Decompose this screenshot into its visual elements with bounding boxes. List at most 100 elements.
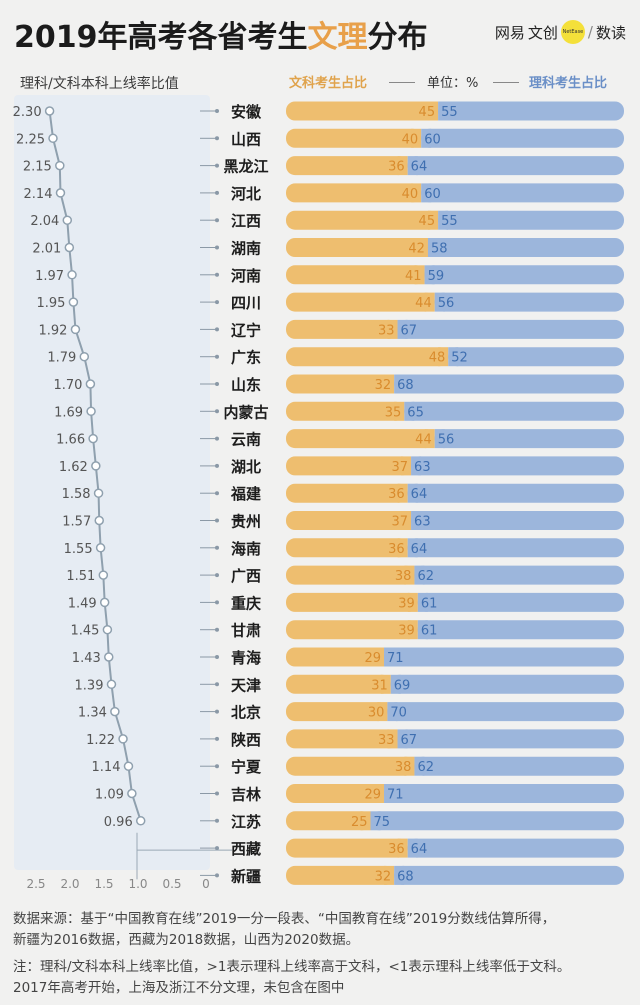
ratio-point <box>93 488 104 498</box>
bar-wen-label: 45 <box>419 105 436 120</box>
row-connector-dot <box>215 818 219 823</box>
header: 2019年高考各省考生文理分布 网易 文创 NetEase / 数读 <box>14 10 626 56</box>
province-label: 安徽 <box>231 103 262 121</box>
province-label: 云南 <box>231 431 261 449</box>
bar-wen <box>286 702 388 722</box>
ratio-point <box>91 461 101 471</box>
bar-li-label: 64 <box>411 160 428 175</box>
row-connector-dot <box>215 600 219 605</box>
province-label: 宁夏 <box>231 758 262 776</box>
bar-li <box>407 838 624 858</box>
bar-li-edge <box>397 319 408 339</box>
legend: 文科考生占比 单位：% 理科考生占比 <box>285 72 625 92</box>
bar-li-edge <box>448 347 459 367</box>
bar-li-label: 64 <box>411 842 428 857</box>
ratio-point <box>86 406 96 417</box>
bar-wen-edge <box>374 647 385 667</box>
ratio-label: 1.51 <box>66 569 95 584</box>
bar-li-edge <box>424 265 435 285</box>
row-connector-dot <box>215 682 219 687</box>
bar-li-edge <box>421 128 432 148</box>
netease-logo-icon: NetEase <box>560 20 585 44</box>
bar-li-edge <box>407 538 418 558</box>
bar-li <box>397 729 624 749</box>
ratio-label: 1.92 <box>38 323 67 338</box>
province-label: 湖北 <box>231 458 261 476</box>
row-connector-dot <box>215 463 219 468</box>
bar-li-label: 71 <box>387 651 404 666</box>
page-title: 2019年高考各省考生文理分布 <box>14 12 428 56</box>
bar-li-edge <box>434 292 445 312</box>
brand-name-2: 文创 <box>527 23 558 42</box>
bar-li-edge <box>417 620 428 640</box>
bar-li <box>370 811 624 831</box>
bar-wen-edge <box>424 292 435 312</box>
ratio-point <box>68 297 79 307</box>
ratio-label: 1.62 <box>59 460 88 475</box>
bar-li-edge <box>384 784 395 803</box>
legend-wen: 文科考生占比 <box>289 76 368 91</box>
row-connector-dot <box>215 846 219 851</box>
bar-wen <box>286 265 425 285</box>
bar-li-edge <box>434 429 445 449</box>
ratio-point <box>88 433 98 444</box>
bar-li-edge <box>390 674 401 694</box>
bar-li-edge <box>421 183 432 203</box>
bar-wen <box>286 784 385 803</box>
bar-wen-edge <box>424 429 435 449</box>
bar-wen-edge <box>397 156 408 176</box>
bar-wen <box>286 729 398 749</box>
bar-wen <box>286 347 449 367</box>
bar-li-label: 59 <box>428 269 445 284</box>
bar-li-label: 61 <box>421 624 438 639</box>
bar-wen-edge <box>417 238 428 257</box>
ratio-label: 1.34 <box>78 706 107 721</box>
bar-wen <box>286 128 422 148</box>
ratio-label: 1.22 <box>86 733 115 748</box>
bar-wen-edge <box>407 592 418 612</box>
bar-li <box>421 183 624 203</box>
bar-li-label: 52 <box>451 351 468 366</box>
ratio-point <box>102 624 113 635</box>
bar-li-label: 64 <box>411 487 428 502</box>
ratio-label: 1.70 <box>53 378 82 393</box>
bar-wen-label: 32 <box>375 378 392 393</box>
bar-wen-edge <box>387 319 398 339</box>
bar-wen <box>286 674 391 694</box>
bar-wen-edge <box>377 702 388 722</box>
bar-wen <box>286 374 395 394</box>
bar-li-label: 63 <box>414 460 431 475</box>
ratio-tick-label: 2.5 <box>26 877 45 891</box>
bar-li <box>390 674 624 694</box>
bar-wen-edge <box>407 620 418 640</box>
province-label: 辽宁 <box>231 321 261 339</box>
bar-wen-edge <box>380 674 391 694</box>
ratio-point <box>106 679 117 690</box>
ratio-point <box>85 379 96 389</box>
bar-wen <box>286 456 412 476</box>
bar-wen-edge <box>397 538 408 558</box>
bar-li-label: 68 <box>397 869 414 884</box>
bar-li-edge <box>394 865 405 885</box>
bar-li-label: 71 <box>387 788 404 803</box>
bar-wen-edge <box>401 456 412 476</box>
bar-wen-label: 42 <box>408 242 425 257</box>
bar-wen <box>286 865 395 885</box>
explain-note-1: 注：理科/文科本科上线率比值，>1表示理科上线率高于文科，<1表示理科上线率低于… <box>13 959 571 975</box>
bar-wen <box>286 483 408 503</box>
row-connector-dot <box>215 136 219 141</box>
ratio-point <box>118 734 128 744</box>
bar-wen-edge <box>374 784 385 803</box>
bar-wen <box>286 183 422 203</box>
bar-wen-label: 31 <box>371 678 388 693</box>
bar-wen-edge <box>411 128 422 148</box>
title-highlight: 文理 <box>307 20 368 55</box>
bar-li-edge <box>414 756 425 776</box>
bar-li <box>417 592 624 612</box>
bar-wen <box>286 592 418 612</box>
row-connector-dot <box>215 272 219 277</box>
bar-wen-label: 36 <box>388 842 405 857</box>
bar-li <box>414 565 624 585</box>
bar-wen <box>286 647 385 667</box>
ratio-label: 1.79 <box>47 351 76 366</box>
